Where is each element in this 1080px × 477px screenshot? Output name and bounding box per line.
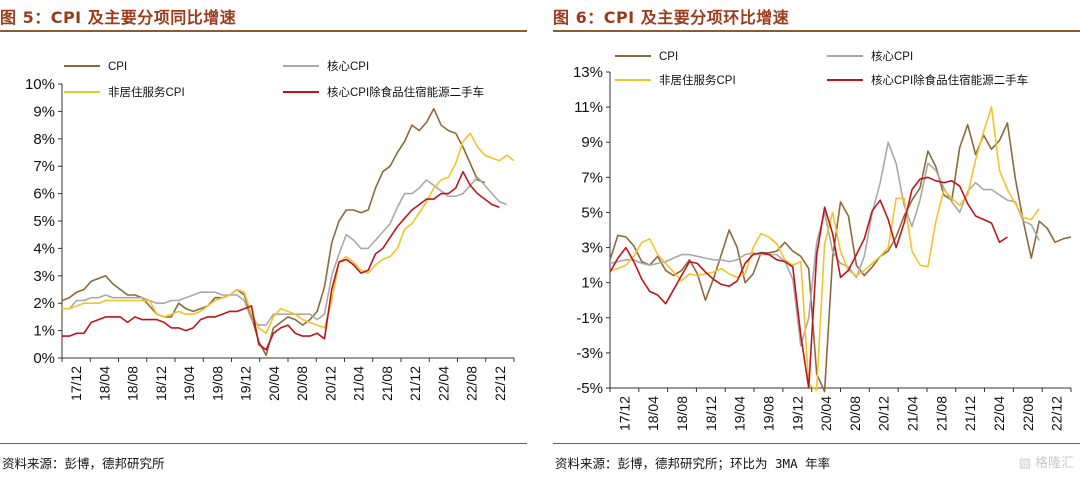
chart-title: 图 5：CPI 及主要分项同比增速: [0, 8, 237, 27]
watermark-logo: ▧ 格隆汇: [1018, 456, 1074, 471]
x-tick-label: 17/12: [68, 366, 84, 401]
x-tick-label: 20/12: [322, 366, 338, 401]
y-tick-label: 13%: [573, 64, 603, 81]
x-tick-label: 22/12: [1049, 396, 1065, 431]
x-tick-label: 19/08: [760, 396, 776, 431]
y-tick-label: 9%: [33, 103, 55, 120]
y-tick-label: 1%: [581, 275, 603, 292]
x-tick-label: 21/08: [379, 366, 395, 401]
legend-label: 核心CPI: [327, 59, 369, 73]
x-tick-label: 20/08: [294, 366, 310, 401]
y-tick-label: 4%: [33, 240, 55, 257]
legend-label: 非居住服务CPI: [659, 73, 736, 87]
x-tick-label: 17/12: [616, 396, 632, 431]
series-line: [609, 106, 1040, 391]
legend-label: CPI: [108, 61, 127, 73]
chart-source: 资料来源：彭博，德邦研究所: [2, 456, 165, 471]
x-tick-label: 19/04: [732, 396, 748, 431]
legend-label: CPI: [659, 51, 678, 63]
x-tick-label: 20/04: [266, 366, 282, 401]
x-tick-label: 22/08: [1020, 396, 1036, 431]
y-tick-label: 7%: [33, 158, 55, 175]
source-divider: [553, 443, 1080, 444]
x-tick-label: 21/12: [407, 366, 423, 401]
source-divider: [0, 443, 527, 444]
y-tick-label: 0%: [33, 350, 55, 367]
legend-label: 核心CPI除食品住宿能源二手车: [327, 85, 484, 99]
x-tick-label: 20/04: [818, 396, 834, 431]
series-line: [61, 107, 486, 357]
x-tick-label: 18/12: [703, 396, 719, 431]
chart-panel-cpi-mom: 图 6：CPI 及主要分项环比增速 -5% -3% -1% 1% 3% 5% 7% 9% 11%…: [553, 0, 1080, 477]
x-tick-label: 18/04: [645, 396, 661, 431]
x-tick-label: 18/12: [153, 366, 169, 401]
y-tick-label: 1%: [33, 323, 55, 340]
series-line: [62, 132, 515, 335]
x-tick-label: 22/04: [435, 366, 451, 401]
y-tick-label: -5%: [576, 380, 603, 397]
legend-label: 非居住服务CPI: [108, 85, 185, 99]
x-tick-label: 20/08: [847, 396, 863, 431]
y-tick-label: 6%: [33, 186, 55, 203]
chart-source: 资料来源：彭博，德邦研究所；环比为 3MA 年率: [555, 456, 831, 471]
x-tick-label: 22/08: [464, 366, 480, 401]
x-tick-label: 21/12: [962, 396, 978, 431]
legend-label: 核心CPI除食品住宿能源二手车: [871, 73, 1028, 87]
x-tick-label: 19/04: [181, 366, 197, 401]
y-tick-label: -3%: [576, 345, 603, 362]
x-tick-label: 20/12: [876, 396, 892, 431]
x-tick-label: 22/04: [991, 396, 1007, 431]
x-tick-label: 19/12: [238, 366, 254, 401]
y-tick-label: 7%: [581, 169, 603, 186]
x-tick-label: 19/08: [209, 366, 225, 401]
y-tick-label: 5%: [33, 213, 55, 230]
x-tick-label: 21/08: [933, 396, 949, 431]
watermark-text: 格隆汇: [1034, 456, 1074, 471]
x-tick-label: 18/08: [125, 366, 141, 401]
y-tick-label: 8%: [33, 131, 55, 148]
title-divider: [553, 30, 1080, 32]
title-divider: [0, 30, 527, 32]
series-line: [62, 170, 500, 351]
legend-label: 核心CPI: [871, 49, 913, 63]
x-tick-label: 18/04: [96, 366, 112, 401]
chart-title: 图 6：CPI 及主要分项环比增速: [553, 8, 790, 27]
x-tick-label: 21/04: [905, 396, 921, 431]
chart-cpi-mom: -5% -3% -1% 1% 3% 5% 7% 9% 11% 13% 17/12 18/04 18/08…: [573, 49, 1072, 431]
chart-cpi-yoy: 0% 1% 2% 3% 4% 5% 6% 7% 8% 9% 10% 17/12 18/04 18/08 18…: [25, 59, 515, 401]
y-tick-label: 3%: [33, 268, 55, 285]
y-tick-label: 3%: [581, 240, 603, 257]
x-tick-label: 22/12: [492, 366, 508, 401]
series-line: [609, 176, 1008, 389]
y-tick-label: 11%: [574, 99, 603, 116]
x-tick-label: 18/08: [674, 396, 690, 431]
chart-panel-cpi-yoy: 图 5：CPI 及主要分项同比增速 0% 1% 2% 3% 4% 5% 6% 7% 8% 9% 10…: [0, 0, 527, 477]
x-tick-label: 19/12: [789, 396, 805, 431]
y-tick-label: 5%: [581, 204, 603, 221]
series-line: [62, 176, 507, 326]
x-tick-label: 21/04: [351, 366, 367, 401]
y-tick-label: 10%: [25, 76, 55, 93]
series-line: [609, 122, 1072, 393]
y-tick-label: 9%: [581, 134, 603, 151]
y-tick-label: -1%: [576, 310, 603, 327]
y-tick-label: 2%: [33, 295, 55, 312]
